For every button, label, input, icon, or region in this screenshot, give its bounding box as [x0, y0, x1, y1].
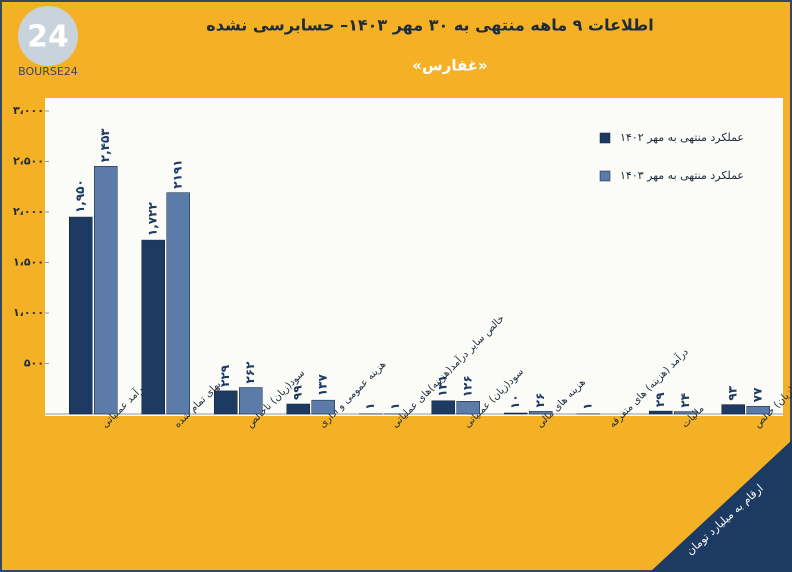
bar: [311, 399, 335, 415]
bar: [504, 412, 528, 415]
value-label: ۱: [388, 403, 402, 410]
value-label: ۱۳۱: [436, 375, 450, 397]
value-label: ۱,۷۲۲: [146, 202, 160, 237]
y-tick-label: ۲،۰۰۰: [13, 205, 44, 218]
legend-label: عملکرد منتهی به مهر ۱۴۰۳: [620, 169, 744, 182]
value-label: ۱۰: [508, 394, 522, 409]
legend-swatch: [599, 170, 611, 182]
legend-swatch: [599, 132, 611, 144]
bar: [649, 410, 673, 415]
y-tick-label: ۲،۵۰۰: [13, 155, 44, 168]
y-tick-label: ۳،۰۰۰: [13, 104, 44, 117]
bar: [721, 404, 745, 415]
value-label: ۹۳: [726, 385, 740, 400]
value-label: ۲۴: [678, 393, 692, 408]
value-label: ۱,۹۵۰: [73, 179, 87, 213]
bar: [674, 411, 698, 415]
value-label: ۱۲۶: [461, 375, 475, 397]
logo-circle: [18, 6, 78, 66]
bar: [214, 390, 238, 415]
value-label: ۱۳۷: [316, 374, 330, 397]
value-label: ۲,۴۵۳: [98, 128, 112, 163]
chart-title: اطلاعات ۹ ماهه منتهی به ۳۰ مهر ۱۴۰۳– حسا…: [206, 16, 653, 35]
value-label: ۷۷: [751, 387, 765, 402]
y-tick-label: ۱،۵۰۰: [13, 256, 44, 269]
value-label: ۲۶: [533, 393, 547, 408]
value-label: ۱: [581, 403, 595, 410]
logo-mark: 24: [27, 20, 69, 55]
bar: [431, 400, 455, 415]
legend-label: عملکرد منتهی به مهر ۱۴۰۲: [620, 131, 744, 144]
logo-text: BOURSE24: [18, 65, 78, 78]
bar: [529, 411, 553, 415]
value-label: ۲۱۹۱: [171, 159, 185, 188]
y-tick-label: ۱،۰۰۰: [13, 306, 44, 319]
bar: [746, 405, 770, 415]
bar: [239, 387, 263, 415]
logo: 24 BOURSE24: [18, 6, 78, 78]
value-label: ۲۹: [653, 392, 667, 407]
bar: [141, 239, 165, 415]
bar: [94, 165, 118, 415]
value-label: ۲۲۹: [218, 364, 232, 387]
bar: [286, 403, 310, 415]
bar: [456, 401, 480, 415]
value-label: ۲۶۲: [243, 361, 257, 384]
bar: [69, 216, 93, 415]
value-label: ۹۹: [291, 385, 305, 400]
y-tick-label: ۵۰۰: [24, 357, 44, 370]
chart-subtitle: «غفارس»: [412, 57, 487, 75]
value-label: ۱: [363, 403, 377, 410]
note-corner: [650, 440, 792, 572]
bar: [166, 192, 190, 415]
